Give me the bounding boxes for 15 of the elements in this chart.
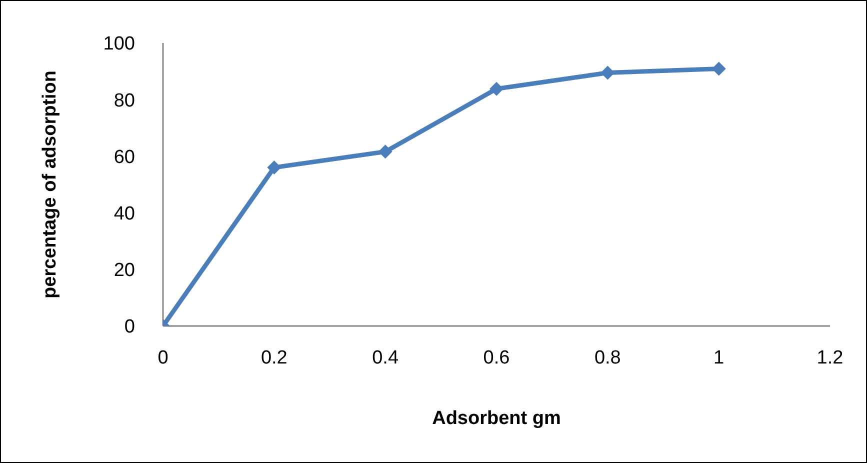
x-tick-label: 1: [714, 347, 724, 368]
x-tick-label: 0.2: [260, 347, 288, 368]
y-tick-label: 80: [114, 90, 135, 112]
y-axis-title: percentage of adsorption: [40, 70, 61, 299]
x-tick-label: 1.2: [816, 347, 844, 368]
x-tick-label: 0.6: [483, 347, 510, 368]
y-tick-label: 40: [114, 204, 135, 225]
y-tick-label: 100: [103, 34, 135, 55]
x-tick-label: 0: [158, 347, 168, 368]
x-tick-label: 0.8: [594, 347, 621, 368]
y-tick-label: 20: [114, 260, 135, 282]
x-axis-title: Adsorbent gm: [432, 408, 561, 429]
y-tick-label: 0: [124, 316, 135, 338]
x-tick-label: 0.4: [372, 347, 399, 368]
y-tick-label: 60: [114, 146, 135, 168]
